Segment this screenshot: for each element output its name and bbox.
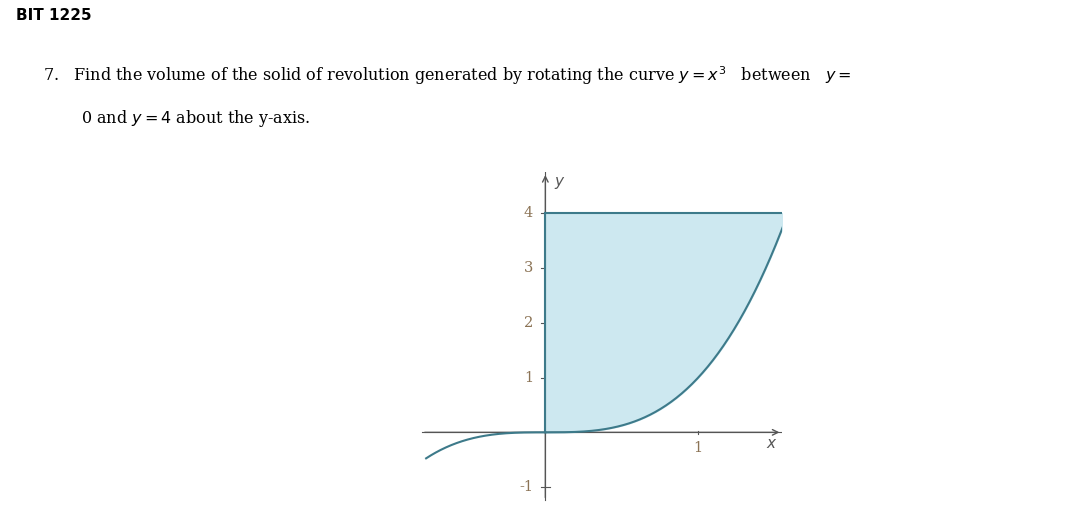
Text: -1: -1 [519, 480, 533, 494]
Text: 1: 1 [694, 440, 702, 454]
Text: 1: 1 [524, 371, 533, 384]
Text: $x$: $x$ [766, 437, 778, 451]
Text: 7.   Find the volume of the solid of revolution generated by rotating the curve : 7. Find the volume of the solid of revol… [43, 64, 851, 87]
Text: 4: 4 [524, 206, 533, 221]
Text: 3: 3 [523, 261, 533, 275]
Text: $y$: $y$ [554, 175, 565, 191]
Text: BIT 1225: BIT 1225 [16, 8, 92, 23]
Text: 0 and $y = 4$ about the y-axis.: 0 and $y = 4$ about the y-axis. [81, 108, 311, 129]
Text: 2: 2 [524, 316, 533, 330]
